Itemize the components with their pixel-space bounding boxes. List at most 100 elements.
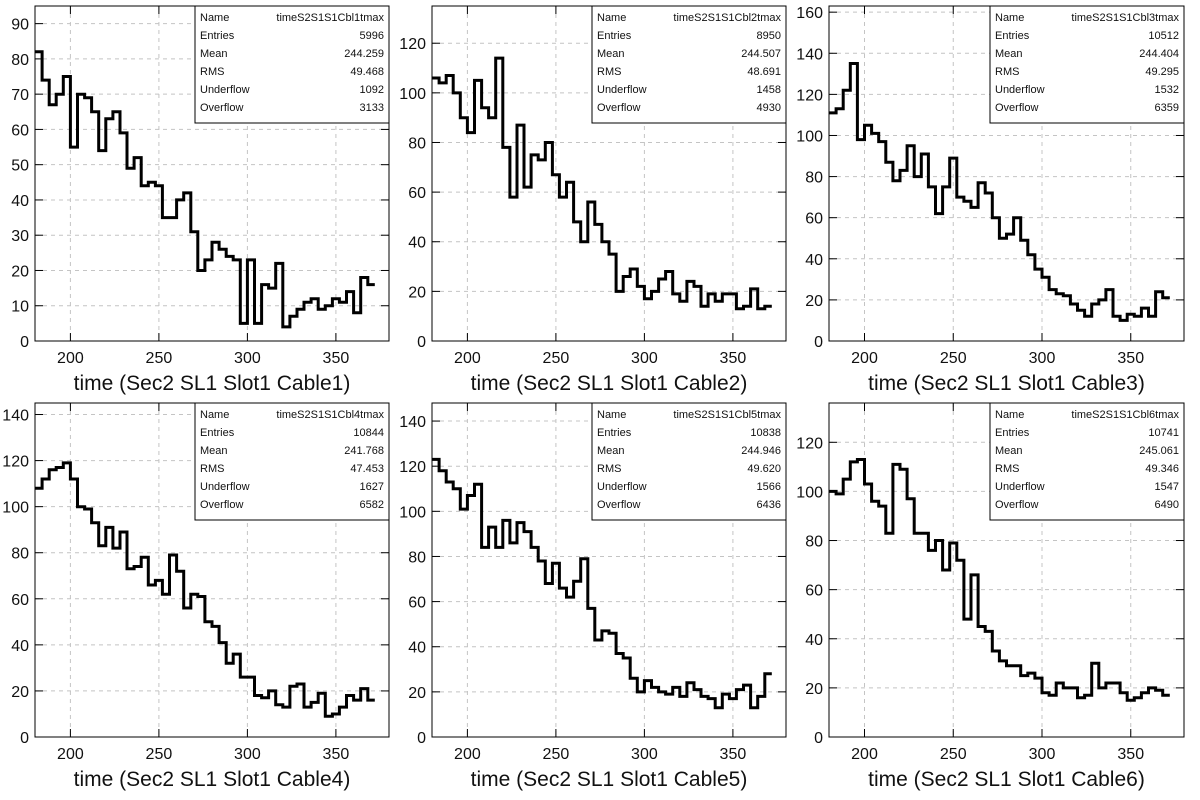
stats-label: Mean — [200, 445, 228, 457]
stats-value: 10741 — [1148, 427, 1179, 439]
stats-label: Name — [200, 12, 229, 24]
stats-value: 244.404 — [1139, 48, 1179, 60]
y-tick-label: 0 — [417, 334, 426, 351]
y-tick-label: 40 — [11, 193, 29, 210]
y-tick-label: 10 — [11, 299, 29, 316]
x-tick-label: 300 — [631, 350, 658, 367]
y-tick-label: 100 — [399, 504, 426, 521]
x-tick-label: 350 — [720, 746, 747, 763]
stats-value: 244.946 — [741, 445, 781, 457]
histogram-panel-5: 200 250 300 350 0 20 40 60 80 100 120 140 time (Sec2… — [399, 402, 787, 791]
y-tick-label: 80 — [805, 170, 823, 187]
y-tick-label: 120 — [2, 454, 29, 471]
x-tick-label: 250 — [940, 746, 967, 763]
stats-label: RMS — [597, 66, 621, 78]
y-tick-label: 20 — [805, 293, 823, 310]
stats-box-frame — [591, 5, 787, 124]
x-tick-label: 250 — [543, 350, 570, 367]
y-tick-label: 0 — [417, 730, 426, 747]
stats-label: Entries — [200, 427, 235, 439]
stats-box-frame — [194, 402, 390, 521]
stats-label: Entries — [995, 427, 1030, 439]
stats-value: 1547 — [1155, 481, 1179, 493]
stats-label: Mean — [200, 48, 228, 60]
stats-value: 244.259 — [344, 48, 384, 60]
x-axis-title: time (Sec2 SL1 Slot1 Cable4) — [74, 768, 351, 791]
stats-box-frame — [194, 5, 390, 124]
y-tick-label: 40 — [408, 235, 426, 252]
histogram-panel-4: 200 250 300 350 0 20 40 60 80 100 120 140 time (Sec2… — [2, 402, 390, 791]
y-tick-label: 70 — [11, 87, 29, 104]
stats-label: RMS — [200, 66, 224, 78]
stats-value: 244.507 — [741, 48, 781, 60]
stats-label: RMS — [597, 463, 621, 475]
stats-box-frame — [591, 402, 787, 521]
stats-box: Name timeS2S1S1Cbl2tmax Entries 8950 Mean 244… — [591, 5, 787, 124]
stats-value: 8950 — [757, 30, 781, 42]
y-tick-label: 40 — [805, 632, 823, 649]
y-tick-label: 0 — [814, 730, 823, 747]
stats-label: Overflow — [200, 102, 243, 114]
stats-label: Underflow — [995, 84, 1045, 96]
stats-value: 1566 — [757, 481, 781, 493]
x-tick-label: 250 — [543, 746, 570, 763]
y-tick-label: 60 — [805, 583, 823, 600]
stats-value: 3133 — [360, 102, 384, 114]
histogram-line — [432, 56, 772, 311]
y-tick-label: 60 — [408, 595, 426, 612]
histogram-line — [35, 461, 375, 718]
y-tick-label: 120 — [796, 87, 823, 104]
y-tick-label: 80 — [11, 52, 29, 69]
x-axis-title: time (Sec2 SL1 Slot1 Cable5) — [471, 768, 748, 791]
y-tick-label: 140 — [796, 46, 823, 63]
x-axis-title: time (Sec2 SL1 Slot1 Cable6) — [868, 768, 1145, 791]
stats-value: 10844 — [353, 427, 384, 439]
stats-label: Overflow — [995, 102, 1038, 114]
y-tick-label: 40 — [11, 638, 29, 655]
y-tick-label: 120 — [399, 459, 426, 476]
stats-label: RMS — [200, 463, 224, 475]
stats-label: Name — [995, 12, 1024, 24]
stats-label: Overflow — [200, 499, 243, 511]
y-tick-label: 50 — [11, 158, 29, 175]
stats-label: Overflow — [597, 499, 640, 511]
stats-value: 1532 — [1155, 84, 1179, 96]
y-tick-label: 20 — [408, 685, 426, 702]
y-tick-label: 100 — [796, 128, 823, 145]
stats-box: Name timeS2S1S1Cbl4tmax Entries 10844 Mean 24… — [194, 402, 390, 521]
x-tick-label: 350 — [1117, 746, 1144, 763]
histogram-panel-2: 200 250 300 350 0 20 40 60 80 100 120 time (Sec2 SL… — [399, 5, 787, 395]
stats-value: 6490 — [1155, 499, 1179, 511]
stats-value: 6436 — [757, 499, 781, 511]
y-tick-label: 120 — [796, 435, 823, 452]
stats-label: Underflow — [597, 481, 647, 493]
stats-value: 5996 — [360, 30, 384, 42]
stats-value: 6359 — [1155, 102, 1179, 114]
stats-box: Name timeS2S1S1Cbl3tmax Entries 10512 Mean 24… — [989, 5, 1185, 124]
stats-value: 49.468 — [350, 66, 384, 78]
x-tick-label: 300 — [1029, 746, 1056, 763]
y-tick-label: 0 — [20, 334, 29, 351]
stats-label: Name — [200, 409, 229, 421]
histogram-panel-6: 200 250 300 350 0 20 40 60 80 100 120 time (Sec2 SL… — [796, 402, 1185, 791]
stats-label: Mean — [597, 48, 625, 60]
y-tick-label: 40 — [805, 252, 823, 269]
stats-label: Name — [597, 12, 626, 24]
stats-label: Underflow — [200, 481, 250, 493]
y-tick-label: 20 — [805, 681, 823, 698]
y-tick-label: 60 — [408, 185, 426, 202]
stats-label: Entries — [995, 30, 1030, 42]
stats-value: 1092 — [360, 84, 384, 96]
y-tick-label: 40 — [408, 640, 426, 657]
stats-value: 1627 — [360, 481, 384, 493]
x-axis-title: time (Sec2 SL1 Slot1 Cable3) — [868, 372, 1145, 395]
stats-label: Underflow — [200, 84, 250, 96]
x-tick-label: 200 — [454, 350, 481, 367]
stats-value: 245.061 — [1139, 445, 1179, 457]
stats-value: timeS2S1S1Cbl5tmax — [673, 409, 781, 421]
x-tick-label: 350 — [323, 350, 350, 367]
stats-value: 47.453 — [350, 463, 384, 475]
stats-label: Mean — [995, 48, 1023, 60]
x-tick-label: 300 — [1029, 350, 1056, 367]
y-tick-label: 100 — [399, 86, 426, 103]
